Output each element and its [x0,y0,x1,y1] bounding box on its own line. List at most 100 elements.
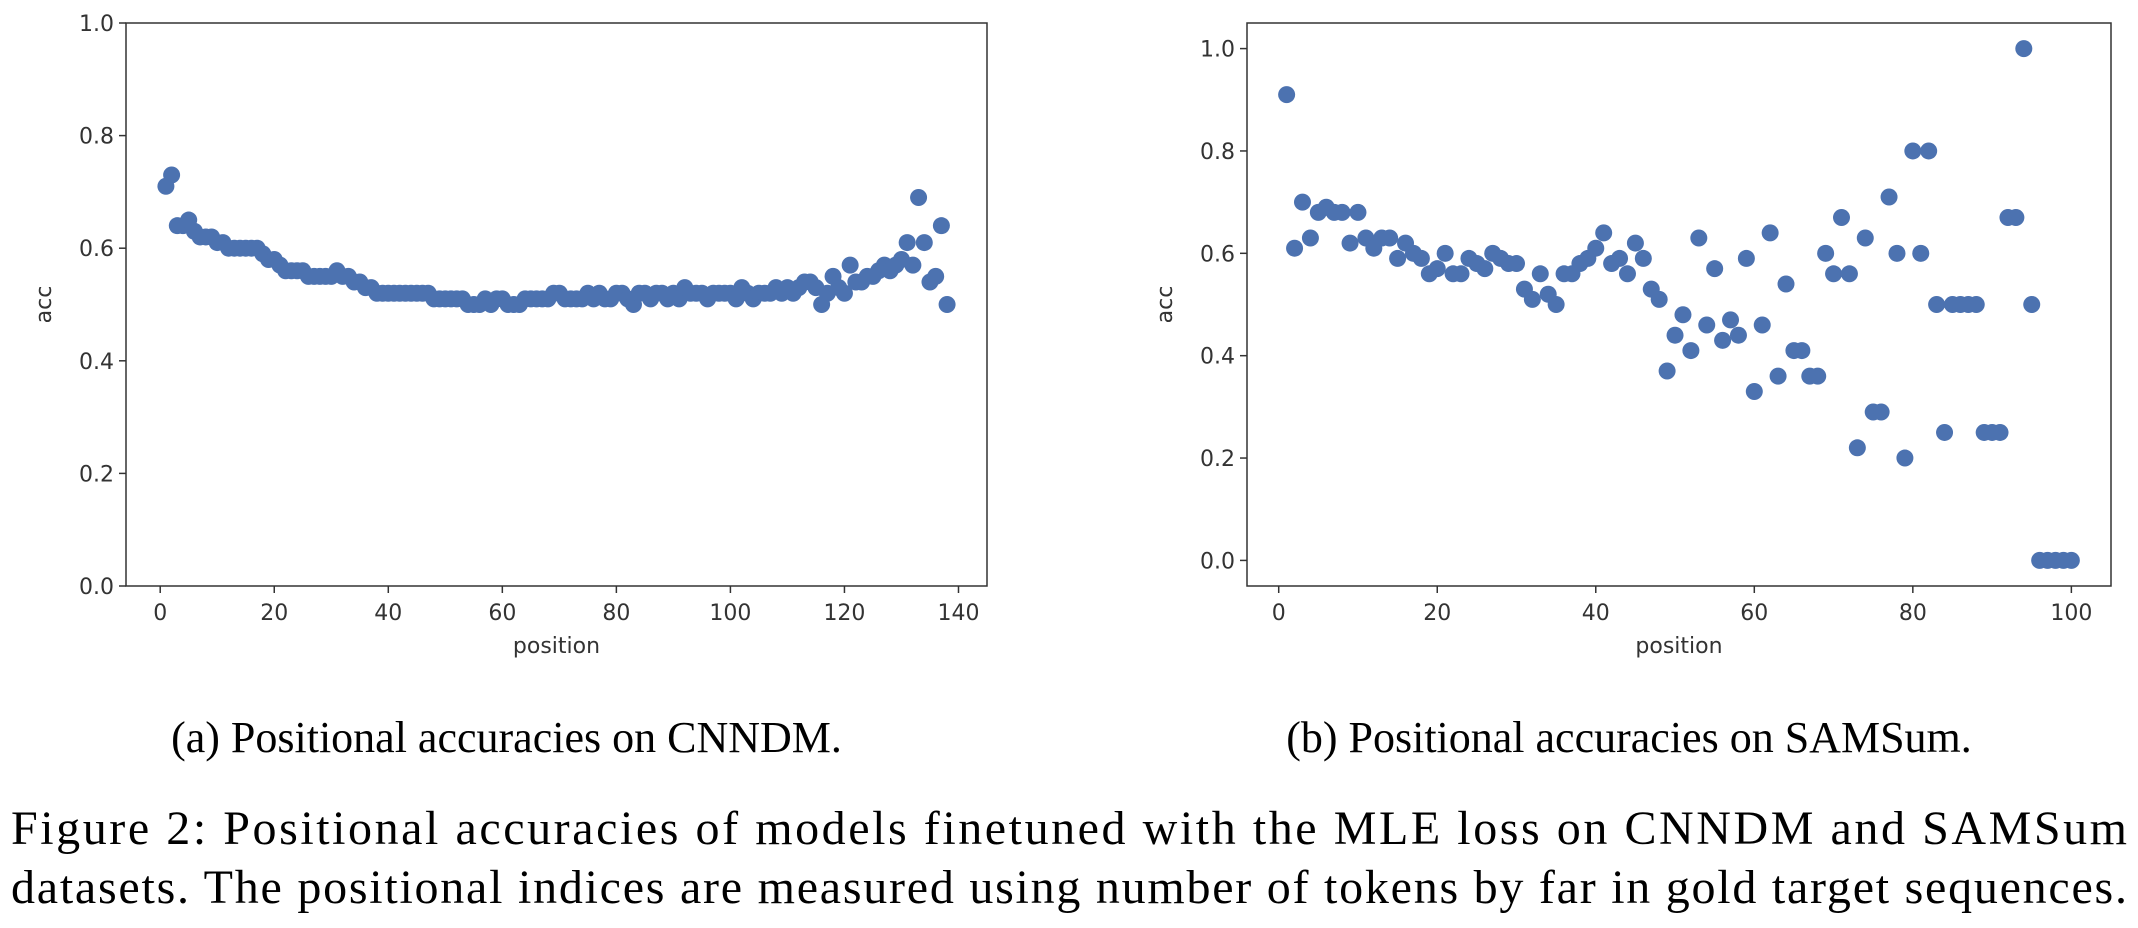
point [1389,249,1407,267]
point [1817,244,1835,262]
figure-caption: datasets. The positional indices are mea… [11,861,2127,914]
point [1531,265,1549,283]
y-tick-label: 0.6 [79,237,114,262]
point [1920,142,1938,160]
point [1611,249,1629,267]
point [1333,203,1351,221]
point [1832,208,1850,226]
point [915,234,933,252]
point [932,217,950,235]
point [1904,142,1922,160]
y-tick-label: 0.8 [79,125,114,150]
point [1349,203,1367,221]
plot-frame [1246,22,2112,587]
y-tick-label: 0.0 [79,575,114,600]
point [898,234,916,252]
point [1991,423,2009,441]
point [1777,275,1795,293]
point [1880,188,1898,206]
y-tick-label: 0.8 [1200,140,1235,165]
y-axis-label: acc [1153,286,1178,324]
point [1523,290,1541,308]
point [927,267,945,285]
x-tick-label: 0 [1272,601,1286,626]
point [1848,439,1866,457]
point [1508,255,1526,273]
point [904,256,922,274]
subcaption: (a) Positional accuracies on CNNDM. [171,713,842,762]
figure-caption: Figure 2: Positional accuracies of model… [11,802,2127,855]
point [2015,40,2033,58]
point [1698,316,1716,334]
y-tick-label: 1.0 [79,12,114,37]
x-tick-label: 20 [1423,601,1451,626]
point [1729,326,1747,344]
point [1293,193,1311,211]
point [1666,326,1684,344]
x-tick-label: 140 [937,601,979,626]
point [1928,296,1946,313]
x-tick-label: 40 [374,601,402,626]
y-tick-label: 0.6 [1200,242,1235,267]
y-tick-label: 0.2 [79,462,114,487]
point [1793,342,1811,360]
point [163,166,181,184]
point [1650,290,1668,308]
x-tick-label: 40 [1582,601,1610,626]
point [1690,229,1708,247]
point [1286,239,1304,257]
point [938,296,956,313]
x-tick-label: 20 [260,601,288,626]
point [1936,423,1954,441]
point [835,284,853,302]
point [1722,311,1740,329]
point [1452,265,1470,283]
point [1896,449,1914,467]
point [1706,260,1724,278]
point [1626,234,1644,252]
point [2007,208,2025,226]
point [1745,383,1763,401]
point [1872,403,1890,421]
point [1595,224,1613,242]
point [1912,244,1930,262]
y-axis-label: acc [32,286,57,324]
point [1825,265,1843,283]
point [1714,331,1732,349]
point [1967,296,1985,313]
point [1547,296,1565,313]
plot-frame [125,22,988,587]
point [1769,367,1787,385]
subcaption: (b) Positional accuracies on SAMSum. [1286,713,1972,762]
point [1278,86,1296,104]
point [1809,367,1827,385]
x-tick-label: 0 [153,601,167,626]
point [1381,229,1399,247]
point [1436,244,1454,262]
point [910,189,928,207]
point [1341,234,1359,252]
y-tick-label: 0.4 [79,350,114,375]
x-tick-label: 100 [709,601,751,626]
point [1301,229,1319,247]
y-tick-label: 0.2 [1200,447,1235,472]
x-tick-label: 60 [488,601,516,626]
point [1856,229,1874,247]
point [2023,296,2041,313]
x-tick-label: 80 [602,601,630,626]
point [1737,249,1755,267]
x-tick-label: 120 [823,601,865,626]
point [1587,239,1605,257]
point [1888,244,1906,262]
point [1412,249,1430,267]
point [1840,265,1858,283]
point [1476,260,1494,278]
point [1658,362,1676,380]
y-tick-label: 0.4 [1200,345,1235,370]
point [1674,306,1692,324]
x-tick-label: 80 [1899,601,1927,626]
point [1618,265,1636,283]
x-axis-label: position [1635,634,1722,659]
x-axis-label: position [513,634,600,659]
